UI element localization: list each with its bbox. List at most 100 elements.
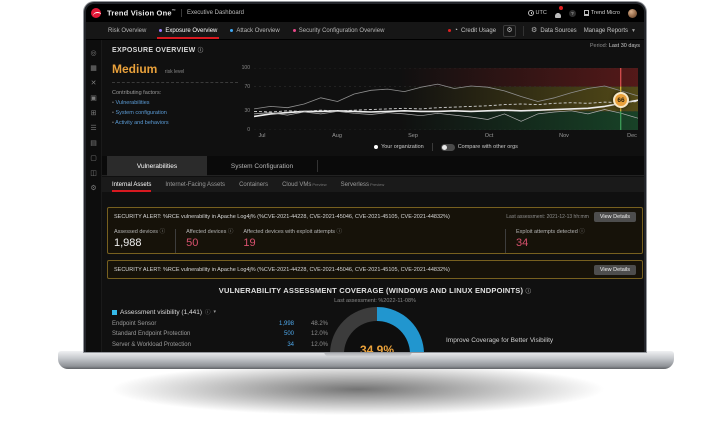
search-icon[interactable]: ⊞	[90, 110, 97, 117]
timezone-selector[interactable]: UTC	[527, 10, 547, 16]
info-icon[interactable]: ⓘ	[227, 229, 234, 235]
chevron-down-icon: ▼	[631, 27, 636, 34]
avatar[interactable]	[628, 8, 637, 18]
gauge-percentage: 34.9%	[359, 343, 395, 352]
alert-text: SECURITY ALERT: %RCE vulnerability in Ap…	[114, 214, 450, 220]
legend-label: Your organization	[381, 144, 424, 150]
subtab-serverless[interactable]: Serverless Preview	[341, 177, 385, 192]
app-sidebar: ◎ ▦ ✕ ▣ ⊞ ☰ ▤ ▢ ◫ ⚙	[86, 40, 102, 352]
tab-vulnerabilities[interactable]: Vulnerabilities	[107, 156, 207, 176]
row-value[interactable]: 500	[283, 331, 294, 337]
compare-label: Compare with other orgs	[457, 144, 518, 150]
y-tick-70: 70	[244, 84, 250, 90]
notifications-button[interactable]	[554, 5, 563, 19]
manage-reports-dropdown[interactable]: Manage Reports ▼	[584, 28, 636, 34]
row-name: Server & Workload Protection	[112, 341, 191, 348]
tab-exposure-overview[interactable]: Exposure Overview	[157, 22, 220, 40]
row-percent: 12.0%	[310, 331, 328, 337]
company-icon	[583, 10, 589, 16]
row-value[interactable]: 1,998	[278, 320, 294, 327]
cyan-square-icon	[112, 309, 117, 315]
chevron-down-icon[interactable]: ▾	[213, 309, 217, 315]
current-score-badge[interactable]: 66	[613, 92, 629, 108]
exposure-trend-chart[interactable]	[254, 68, 638, 130]
list-item: Standard Endpoint Protection 500 12.0%	[112, 331, 328, 337]
divider	[523, 25, 525, 36]
stat-value: 19	[243, 237, 256, 249]
info-icon[interactable]: ⓘ	[205, 310, 211, 316]
view-details-button[interactable]: View Details	[593, 212, 636, 222]
factor-link-activity-behaviors[interactable]: Activity and behaviors	[112, 120, 238, 126]
row-name: Endpoint Sensor	[112, 320, 157, 327]
info-icon[interactable]: ⓘ	[525, 289, 532, 295]
notes-icon[interactable]: ▤	[90, 140, 97, 147]
reports-icon[interactable]: ◫	[90, 170, 97, 177]
list-item: Server & Workload Protection 34 12.0%	[112, 342, 328, 348]
subtab-cloud-vms[interactable]: Cloud VMs Preview	[282, 177, 327, 192]
inventory-icon[interactable]: ☰	[90, 125, 97, 132]
credit-usage-button[interactable]: ◔ Credit Usage	[447, 27, 496, 34]
row-name: Standard Endpoint Protection	[112, 331, 191, 337]
subtab-internal-assets[interactable]: Internal Assets	[112, 177, 152, 192]
factor-link-system-configuration[interactable]: System configuration	[112, 110, 238, 116]
view-details-button[interactable]: View Details	[593, 264, 636, 275]
tab-label: Risk Overview	[108, 27, 147, 34]
period-selector[interactable]: Period: Last 30 days	[590, 43, 640, 49]
assessment-visibility-list: Assessment visibility (1,441) ⓘ ▾ Endpoi…	[112, 308, 328, 352]
stat-affected-devices: Affected devices ⓘ 50	[186, 227, 243, 249]
manage-reports-label: Manage Reports	[583, 27, 629, 34]
subtab-internet-facing-assets[interactable]: Internet-Facing Assets	[165, 177, 225, 192]
row-percent: 12.0%	[310, 341, 328, 348]
settings-button[interactable]: ⚙	[503, 24, 517, 37]
devices-icon[interactable]: ▢	[90, 155, 97, 162]
tab-attack-overview[interactable]: Attack Overview	[230, 22, 280, 40]
stat-label: Affected devices with exploit attempts	[243, 229, 336, 235]
coverage-last-assessment: Last assessment: %2022-11-08%	[334, 298, 416, 304]
database-icon: ⚙	[531, 27, 538, 34]
contributing-factors-label: Contributing factors:	[112, 90, 162, 96]
stat-label: Affected devices	[186, 229, 227, 235]
period-value: Last 30 days	[608, 43, 640, 49]
alert-stats: Assessed devices ⓘ 1,988 Affected device…	[108, 222, 642, 253]
stat-affected-devices-exploit: Affected devices with exploit attempts ⓘ…	[243, 227, 352, 249]
preview-badge: Preview	[370, 182, 385, 187]
brand-text: Trend Vision One	[107, 8, 172, 18]
playbooks-icon[interactable]: ▣	[90, 95, 97, 102]
stat-value: 34	[516, 237, 529, 249]
exposure-overview-title: EXPOSURE OVERVIEW	[112, 47, 196, 54]
y-tick-0: 0	[247, 127, 250, 133]
workbench-icon[interactable]: ▦	[90, 65, 97, 72]
help-button[interactable]: ?	[568, 9, 576, 17]
tab-risk-overview[interactable]: Risk Overview	[108, 22, 146, 40]
info-icon[interactable]: ⓘ	[197, 48, 204, 54]
info-icon[interactable]: ⓘ	[159, 229, 166, 235]
x-tick-jul: Jul	[258, 133, 266, 139]
info-icon[interactable]: ⓘ	[579, 229, 585, 235]
y-tick-100: 100	[241, 65, 250, 71]
factor-link-vulnerabilities[interactable]: Vulnerabilities	[112, 100, 238, 106]
tenant-selector[interactable]: Trend Micro	[583, 10, 620, 16]
dashboard-icon[interactable]: ◎	[90, 50, 97, 57]
row-value[interactable]: 34	[287, 341, 294, 348]
risk-level-suffix: risk level	[164, 69, 185, 75]
risk-level-value: Medium	[112, 62, 158, 76]
list-item: Endpoint Sensor 1,998 48.2%	[112, 321, 328, 327]
settings-icon[interactable]: ⚙	[90, 185, 97, 192]
dashboard-nav: Risk Overview Exposure Overview Attack O…	[86, 22, 644, 40]
x-tick-dec: Dec	[627, 133, 637, 139]
tenant-name: Trend Micro	[590, 10, 620, 16]
tab-system-configuration[interactable]: System Configuration	[230, 162, 294, 170]
subtab-containers[interactable]: Containers	[239, 177, 268, 192]
stat-value: 1,988	[114, 237, 142, 249]
data-sources-button[interactable]: ⚙ Data Sources	[531, 27, 577, 34]
data-sources-label: Data Sources	[540, 27, 577, 34]
compare-toggle[interactable]	[440, 143, 455, 151]
app-brand: Trend Vision One™	[107, 8, 176, 18]
x-tick-nov: Nov	[559, 133, 569, 139]
assessment-visibility-header[interactable]: Assessment visibility (1,441) ⓘ ▾	[112, 308, 328, 316]
tab-security-configuration-overview[interactable]: Security Configuration Overview	[292, 22, 384, 40]
xdr-icon[interactable]: ✕	[90, 80, 97, 87]
info-icon[interactable]: ⓘ	[336, 229, 343, 235]
period-label: Period:	[589, 43, 608, 49]
